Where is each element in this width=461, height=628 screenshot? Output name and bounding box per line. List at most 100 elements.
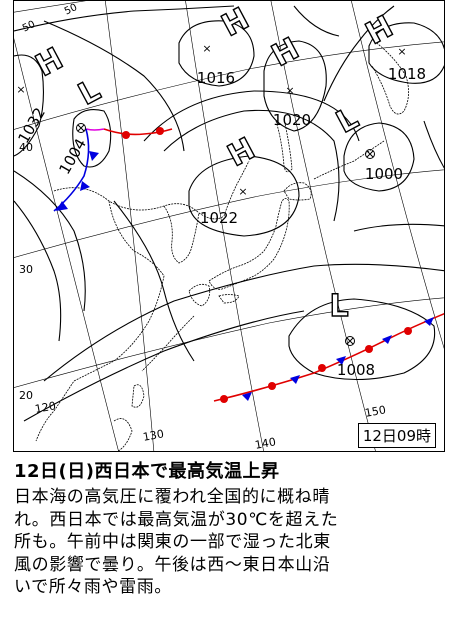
occluded-front [85, 128, 105, 131]
latitude-label: 40 [19, 141, 33, 154]
isobar-west-2 [14, 200, 62, 342]
isobar-1018-ring [368, 22, 444, 84]
stationary-front-semicircle [268, 382, 276, 390]
japan-hokkaido-coast [283, 182, 312, 201]
stationary-front-semicircle [365, 345, 373, 353]
longitude-label: 140 [254, 435, 277, 451]
high-pressure-center: × [285, 84, 294, 97]
isobar-1020-ring [263, 40, 327, 132]
pressure-value-label: 1016 [197, 69, 235, 87]
forecast-line: れ。西日本では最高気温が30℃を超えた [14, 509, 339, 530]
timestamp-label: 12日09時 [362, 427, 431, 445]
cold-front-north [53, 128, 90, 212]
longitude-label: 120 [34, 399, 57, 415]
cold-front-triangle [56, 201, 68, 211]
pressure-value-label: 1018 [388, 65, 426, 83]
longitude-line-160 [351, 1, 444, 349]
low-pressure-center-cross [366, 150, 374, 158]
isobar-central-1 [163, 109, 340, 222]
kamchatka-coast [371, 40, 409, 115]
low-pressure-center-cross [77, 124, 85, 132]
stationary-front-triangle [424, 317, 434, 326]
isobar-west-1 [14, 170, 86, 312]
warm-front-north [103, 128, 173, 136]
longitude-line-120 [14, 38, 119, 451]
pressure-value-label: 1000 [365, 165, 403, 183]
stationary-front-south [213, 312, 444, 402]
high-pressure-center: × [16, 83, 25, 96]
isobar-upper-band [14, 5, 235, 32]
isobar-1032-arc [14, 54, 45, 157]
stationary-front-triangle [382, 335, 392, 344]
longitude-line-140 [185, 1, 264, 451]
high-pressure-symbol: H [360, 9, 399, 52]
korea-peninsula-coast [163, 205, 200, 264]
cold-front-triangle [80, 181, 90, 191]
grid-corner-label: 50 [63, 2, 79, 17]
philippines-coast [113, 418, 133, 451]
kuril-islands [313, 140, 385, 180]
stationary-front-semicircle [220, 395, 228, 403]
isobar-central-2 [143, 90, 360, 142]
low-pressure-center [76, 123, 86, 133]
japan-kyushu-coast [188, 283, 211, 307]
isobar-east-2 [423, 120, 444, 169]
stationary-front-triangle [336, 356, 346, 365]
latitude-label: 30 [19, 263, 33, 276]
front-symbols [56, 127, 434, 403]
isobar-1022-ring [188, 155, 300, 237]
high-pressure-center: × [238, 185, 247, 198]
weather-map: H × 1016 H × 1020 H × 1018 H × 1032 H × 1022 L 1004 L 1000… [13, 0, 445, 452]
isobar-1016-ring [178, 20, 255, 87]
warm-front-semicircle [156, 127, 164, 135]
stationary-front-semicircle [404, 327, 412, 335]
low-pressure-symbol: L [331, 101, 364, 141]
low-pressure-center [365, 149, 375, 159]
low-pressure-symbol: L [73, 73, 106, 113]
forecast-description: 日本海の高気圧に覆われ全国的に概ね晴 れ。西日本では最高気温が30℃を超えた 所… [14, 486, 454, 599]
grid-corner-label: 50 [21, 19, 37, 34]
high-pressure-symbol: H [30, 41, 69, 84]
high-pressure-center: × [397, 45, 406, 58]
taiwan-coast [131, 384, 145, 408]
pressure-value-label: 1022 [200, 209, 238, 227]
longitude-label: 150 [364, 403, 387, 419]
high-pressure-symbol: H [222, 131, 261, 174]
isobar-1000-ring [343, 122, 415, 192]
isobar-south-1 [43, 263, 444, 382]
warm-front-semicircle [122, 131, 130, 139]
pressure-systems-layer: H×1016H×1020H×1018H×1032H×1022L1004L1000… [14, 1, 426, 379]
longitude-line-150 [270, 1, 376, 451]
isobar-1008-ring [288, 298, 436, 381]
high-pressure-symbol: H [266, 31, 305, 74]
forecast-line: 所も。午前中は関東の一部で湿った北東 [14, 532, 331, 552]
pressure-value-label: 1008 [337, 361, 375, 379]
forecast-line: 風の影響で曇り。午後は西～東日本山沿 [14, 554, 331, 575]
high-pressure-center: × [202, 42, 211, 55]
isobar-west-3 [113, 200, 195, 362]
latitude-line-20 [14, 297, 444, 388]
japan-shikoku-coast [218, 294, 240, 304]
isobars [14, 5, 444, 422]
timestamp-box: 12日09時 [357, 423, 436, 448]
latitude-label: 20 [19, 389, 33, 402]
lat-lon-grid [14, 1, 444, 451]
cold-front-triangle [89, 151, 99, 161]
isobar-ne-1 [293, 5, 340, 37]
isobar-east-1 [323, 5, 395, 102]
stationary-front-triangle [290, 375, 300, 384]
stationary-front-semicircle [318, 364, 326, 372]
asia-mainland-coast [35, 160, 250, 442]
low-pressure-center-cross [346, 337, 354, 345]
weather-map-svg: H×1016H×1020H×1018H×1032H×1022L1004L1000… [14, 1, 444, 451]
latitude-line-30 [14, 169, 444, 258]
high-pressure-symbol: H [216, 1, 255, 44]
longitude-line-130 [104, 1, 155, 451]
forecast-headline: 12日(日)西日本で最高気温上昇 [14, 461, 280, 482]
isobar-south-2 [23, 310, 305, 422]
forecast-line: いで所々雨や雷雨。 [14, 577, 172, 597]
isobar-upper-band-2 [43, 20, 185, 152]
isobar-1004-ring [72, 109, 112, 168]
latitude-line-50 [14, 1, 87, 13]
